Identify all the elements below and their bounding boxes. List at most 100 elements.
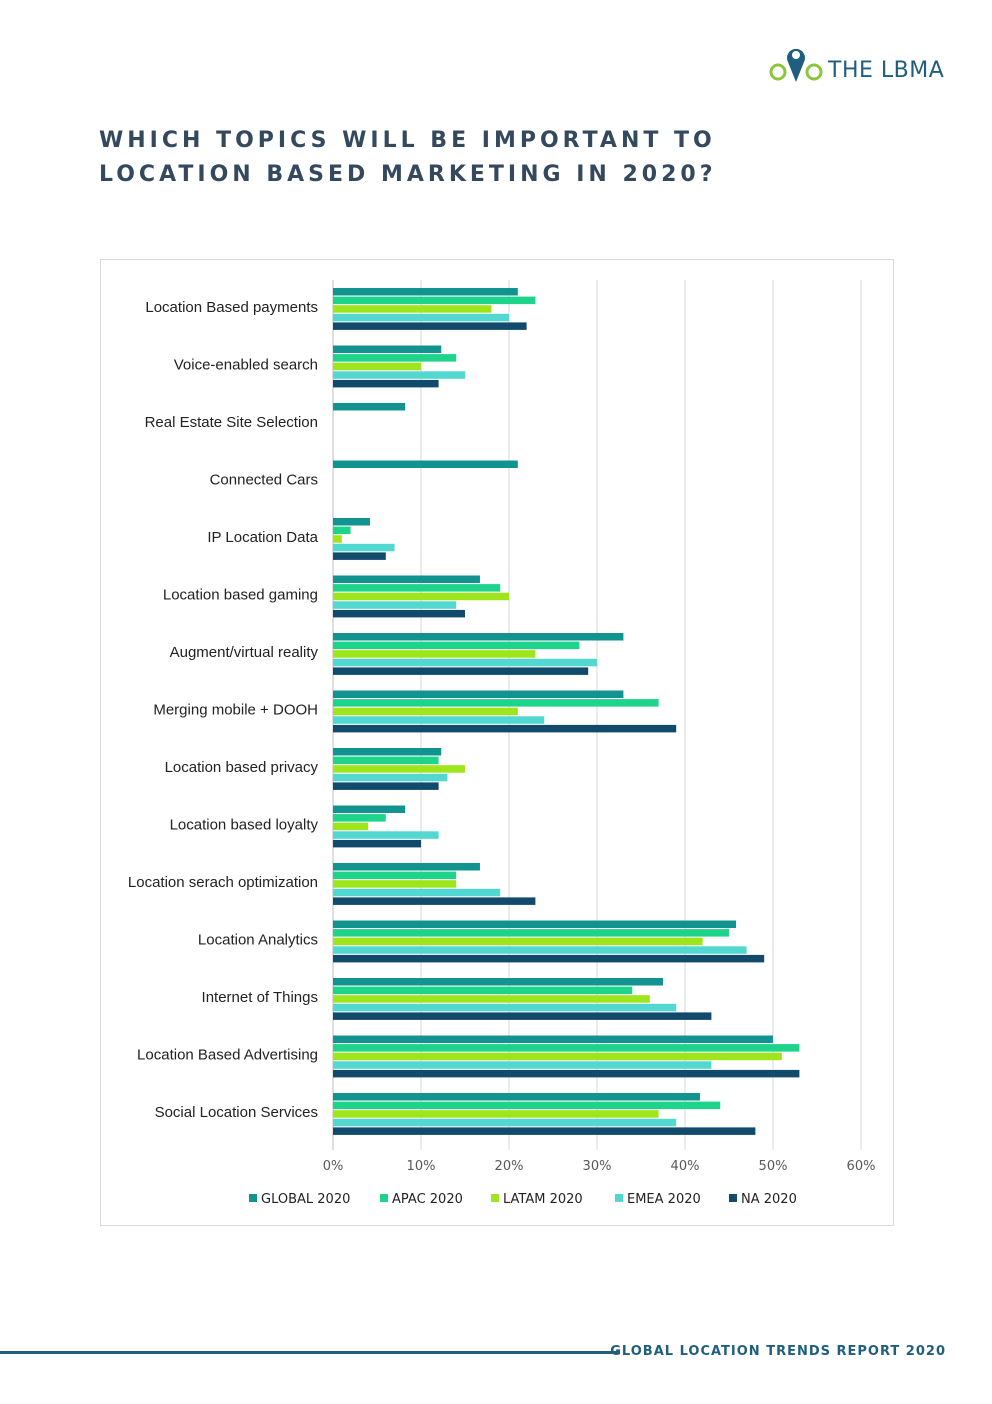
bar-na-2020 xyxy=(333,1069,800,1078)
category-label: Location based privacy xyxy=(165,759,319,776)
x-tick-label: 50% xyxy=(759,1159,788,1174)
bar-apac-2020 xyxy=(333,756,439,765)
legend-swatch xyxy=(615,1194,623,1202)
bar-global-2020 xyxy=(333,518,370,526)
bar-global-2020 xyxy=(333,920,737,928)
category-label: Location based loyalty xyxy=(170,817,319,834)
category-label: Augment/virtual reality xyxy=(170,644,319,661)
bar-latam-2020 xyxy=(333,1052,782,1061)
bar-na-2020 xyxy=(333,609,465,618)
legend-swatch xyxy=(491,1194,499,1202)
bar-global-2020 xyxy=(333,633,624,641)
category-label: Internet of Things xyxy=(202,989,318,1006)
bar-latam-2020 xyxy=(333,362,421,371)
category-label: Location Analytics xyxy=(198,932,318,949)
bar-emea-2020 xyxy=(333,946,747,954)
bar-latam-2020 xyxy=(333,995,650,1003)
bar-emea-2020 xyxy=(333,601,457,609)
chart-container: 0% 10% 20% 30% 40% 50% 60% Location Based payme… xyxy=(100,259,894,1226)
x-tick-label: 10% xyxy=(407,1159,436,1174)
category-label: Location based gaming xyxy=(163,587,318,604)
bar-apac-2020 xyxy=(333,1044,800,1052)
bar-na-2020 xyxy=(333,839,421,848)
bar-na-2020 xyxy=(333,1127,756,1135)
bar-chart: 0% 10% 20% 30% 40% 50% 60% Location Based payme… xyxy=(128,280,876,1207)
bar-na-2020 xyxy=(333,782,439,790)
bar-apac-2020 xyxy=(333,699,659,707)
bar-emea-2020 xyxy=(333,371,465,379)
bar-emea-2020 xyxy=(333,1003,677,1012)
lbma-logo: THE LBMA xyxy=(768,42,958,86)
bar-na-2020 xyxy=(333,379,439,388)
bar-na-2020 xyxy=(333,724,677,733)
category-label: Location Based Advertising xyxy=(137,1047,318,1064)
bar-apac-2020 xyxy=(333,584,501,592)
bar-apac-2020 xyxy=(333,296,536,305)
bar-emea-2020 xyxy=(333,1118,677,1127)
bar-apac-2020 xyxy=(333,641,580,650)
bar-na-2020 xyxy=(333,552,386,560)
bar-global-2020 xyxy=(333,460,518,468)
category-label: Social Location Services xyxy=(155,1104,318,1121)
bar-latam-2020 xyxy=(333,937,703,946)
bar-apac-2020 xyxy=(333,929,729,937)
logo-text: THE LBMA xyxy=(828,57,945,83)
bar-emea-2020 xyxy=(333,773,448,782)
category-label: Real Estate Site Selection xyxy=(145,414,318,431)
bar-emea-2020 xyxy=(333,1061,712,1069)
bar-apac-2020 xyxy=(333,871,457,880)
page-title: WHICH TOPICS WILL BE IMPORTANT TO LOCATI… xyxy=(99,124,739,192)
bar-global-2020 xyxy=(333,345,442,353)
bar-emea-2020 xyxy=(333,716,545,724)
bar-global-2020 xyxy=(333,1093,700,1101)
bar-latam-2020 xyxy=(333,535,342,543)
legend-swatch xyxy=(249,1194,257,1202)
bar-apac-2020 xyxy=(333,986,633,995)
bar-emea-2020 xyxy=(333,543,395,552)
category-label: Location Based payments xyxy=(145,299,318,316)
bar-latam-2020 xyxy=(333,1110,659,1118)
x-tick-label: 30% xyxy=(583,1159,612,1174)
bar-global-2020 xyxy=(333,288,518,296)
bar-global-2020 xyxy=(333,748,442,756)
bar-latam-2020 xyxy=(333,765,465,773)
bar-global-2020 xyxy=(333,575,480,583)
bar-global-2020 xyxy=(333,978,663,986)
category-label: IP Location Data xyxy=(207,529,318,546)
bar-apac-2020 xyxy=(333,354,457,362)
legend-label: APAC 2020 xyxy=(392,1192,463,1207)
bar-apac-2020 xyxy=(333,526,351,535)
bar-latam-2020 xyxy=(333,707,518,716)
bar-emea-2020 xyxy=(333,313,509,322)
title-line-1: WHICH TOPICS WILL BE IMPORTANT TO xyxy=(99,128,716,153)
map-pin-icon xyxy=(769,48,823,82)
bar-na-2020 xyxy=(333,897,536,905)
bar-global-2020 xyxy=(333,805,406,813)
legend-swatch xyxy=(729,1194,737,1202)
x-tick-label: 0% xyxy=(323,1159,344,1174)
bar-na-2020 xyxy=(333,954,765,963)
legend-label: NA 2020 xyxy=(741,1192,797,1207)
bar-latam-2020 xyxy=(333,880,457,888)
bar-global-2020 xyxy=(333,863,480,871)
legend-label: LATAM 2020 xyxy=(503,1192,583,1207)
bar-emea-2020 xyxy=(333,658,597,667)
bar-latam-2020 xyxy=(333,650,536,658)
bar-global-2020 xyxy=(333,1035,773,1043)
x-tick-label: 40% xyxy=(671,1159,700,1174)
category-label: Voice-enabled search xyxy=(174,357,318,374)
footer-divider xyxy=(0,1351,620,1354)
legend-label: EMEA 2020 xyxy=(627,1192,701,1207)
bar-na-2020 xyxy=(333,1012,712,1020)
category-label: Merging mobile + DOOH xyxy=(153,702,318,719)
x-tick-label: 20% xyxy=(495,1159,524,1174)
x-tick-label: 60% xyxy=(847,1159,876,1174)
category-label: Connected Cars xyxy=(210,472,318,489)
bar-emea-2020 xyxy=(333,888,501,897)
bar-latam-2020 xyxy=(333,592,509,601)
legend-label: GLOBAL 2020 xyxy=(261,1192,350,1207)
bar-na-2020 xyxy=(333,322,527,330)
footer-report-title: GLOBAL LOCATION TRENDS REPORT 2020 xyxy=(610,1344,946,1359)
bar-apac-2020 xyxy=(333,814,386,822)
bar-latam-2020 xyxy=(333,305,492,313)
